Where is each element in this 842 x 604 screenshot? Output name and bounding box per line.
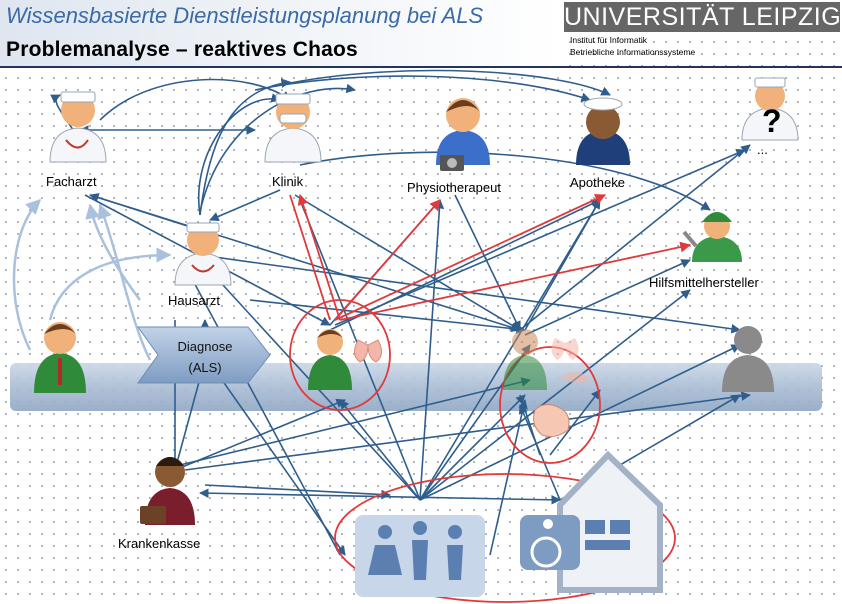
diagnose-chevron — [137, 326, 271, 384]
light-arrows — [12, 198, 172, 361]
label-physiotherapeut: Physiotherapeut — [407, 180, 501, 195]
patient-initial-icon — [34, 322, 86, 393]
diagnose-label: Diagnose (ALS) — [150, 336, 260, 378]
hausarzt-icon — [174, 222, 232, 286]
future-patient-silhouette — [722, 326, 774, 392]
family-caregivers-icon — [355, 515, 485, 597]
svg-text:?: ? — [762, 103, 782, 139]
header-rule — [0, 66, 842, 68]
highlight-circles — [289, 299, 676, 603]
header-band — [0, 0, 560, 66]
timeline-band — [10, 363, 822, 411]
slide-title: Wissensbasierte Dienstleistungsplanung b… — [6, 3, 484, 28]
patient-progressed-icon — [503, 329, 590, 390]
red-arrows — [289, 193, 692, 321]
hilfsmittelhersteller-icon — [682, 212, 742, 262]
diagnose-text: Diagnose — [177, 339, 233, 354]
klinik-icon — [264, 93, 322, 163]
care-facility-icon — [520, 450, 663, 593]
label-klinik: Klinik — [272, 174, 304, 189]
diagnose-als-text: (ALS) — [188, 360, 222, 375]
institute-department: Betriebliche Informationssysteme — [570, 47, 696, 57]
patient-lungs-icon — [308, 329, 382, 390]
label-hilfsmittelhersteller: Hilfsmittelhersteller — [649, 275, 759, 290]
label-krankenkasse: Krankenkasse — [118, 536, 201, 551]
label-unknown-actor: ... — [757, 142, 768, 157]
label-apotheke: Apotheke — [570, 175, 625, 190]
unknown-actor-icon: ? — [741, 77, 799, 141]
label-facharzt: Facharzt — [46, 174, 97, 189]
institute-name: Institut für Informatik — [570, 35, 647, 45]
krankenkasse-icon — [140, 457, 195, 525]
facharzt-icon — [49, 91, 107, 163]
apotheke-icon — [576, 97, 630, 165]
label-hausarzt: Hausarzt — [168, 293, 221, 308]
university-logo: UNIVERSITÄT LEIPZIG — [564, 2, 842, 32]
physiotherapeut-icon — [436, 98, 490, 171]
slide-subtitle: Problemanalyse – reaktives Chaos — [6, 38, 358, 61]
hand-icon — [533, 404, 570, 438]
